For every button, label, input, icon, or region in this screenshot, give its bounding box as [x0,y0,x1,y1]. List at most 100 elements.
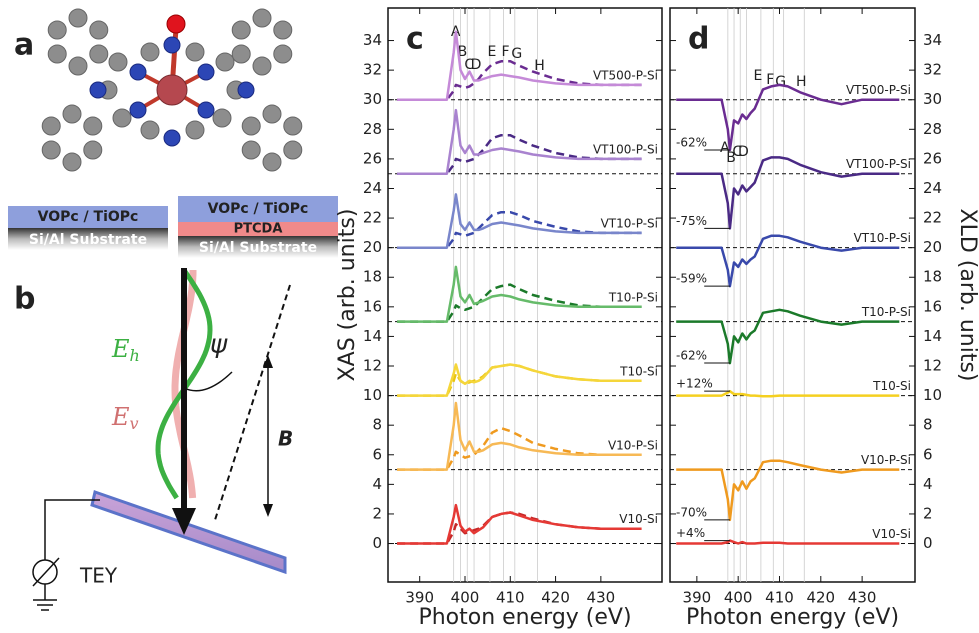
atom [163,36,181,54]
series-label: T10-P-Si [608,290,658,304]
atom [129,63,147,81]
normal-line [214,284,291,521]
y-tick-label: 12 [923,357,942,375]
y-tick-label: 28 [363,120,382,138]
field-b-label: B [278,427,293,451]
y-tick-label: 24 [923,179,942,197]
arrow-head [263,504,273,517]
dip-label: -59% [676,272,707,286]
arrow-head [263,355,273,368]
layer-label: Si/Al Substrate [199,240,317,256]
curve [397,265,642,323]
atom [283,140,303,160]
x-tick-label: 400 [451,589,480,607]
dip-label: -62% [676,349,707,363]
feature-label: G [511,46,522,62]
y-tick-label: 24 [363,179,382,197]
atom [89,81,107,99]
curve [676,459,900,522]
curve [676,389,900,398]
feature-label: D [738,144,749,160]
series-label: VT10-P-Si [601,216,658,230]
oxygen-atom [166,14,186,34]
field-label: Ev [111,403,139,433]
y-tick-label: 30 [923,90,942,108]
series-label: V10-Si [872,527,911,541]
panel-label: b [14,282,35,317]
angle-label: ψ [210,330,228,360]
layer-label: VOPc / TiOPc [208,201,309,217]
subscript: h [130,346,140,365]
layer-label: VOPc / TiOPc [38,209,139,225]
detector-label: TEY [79,564,118,588]
metal-atom [156,74,188,106]
panel-label: a [14,28,34,63]
y-tick-label: 16 [363,297,382,315]
circuit [33,499,100,611]
atom [112,108,132,128]
plot-frame [387,7,663,583]
layer [178,222,338,236]
atom [47,20,67,40]
atom [197,63,215,81]
curve [397,30,642,101]
atom [140,120,160,140]
x-tick-label: 400 [724,589,753,607]
dip-label: -75% [676,214,707,228]
atom [41,116,61,136]
atom [215,52,235,72]
layer [178,196,338,222]
x-tick-label: 410 [496,589,525,607]
atom [41,140,61,160]
atom [83,140,103,160]
layer [8,206,168,228]
series-label: V10-P-Si [861,453,911,467]
y-tick-label: 18 [923,268,942,286]
y-tick-label: 26 [363,149,382,167]
dashed-curve [397,210,642,249]
dip-label: -62% [676,136,707,150]
y-tick-label: 28 [923,120,942,138]
series-label: VT500-P-Si [846,83,911,97]
atom [252,8,272,28]
panel-label: c [406,22,424,57]
dashed-curve [397,283,642,323]
plot-frame [669,7,916,583]
atom [283,116,303,136]
series-label: VT10-P-Si [854,231,911,245]
y-tick-label: 10 [363,386,382,404]
atom [68,56,88,76]
y-tick-label: 14 [363,327,382,345]
dashed-curve [397,426,642,471]
molecule [41,8,303,172]
angle-arc [183,371,233,392]
atom [108,52,128,72]
x-tick-label: 430 [848,589,877,607]
y-axis-title: XLD (arb. units) [955,209,979,382]
x-tick-label: 420 [806,589,835,607]
feature-label: C [732,144,742,160]
y-tick-label: 20 [923,238,942,256]
y-tick-label: 32 [363,61,382,79]
atom [68,8,88,28]
symbol: E [111,335,130,363]
series-label: T10-P-Si [861,305,911,319]
atom [129,101,147,119]
y-tick-label: 4 [923,475,933,493]
series-label: T10-Si [872,379,911,393]
y-tick-label: 4 [372,475,382,493]
atom [241,140,261,160]
x-tick-label: 390 [405,589,434,607]
y-tick-label: 18 [363,268,382,286]
y-tick-label: 20 [363,238,382,256]
substrate [178,236,338,258]
atom [252,56,272,76]
atom [47,44,67,64]
y-tick-label: 34 [923,31,942,49]
atom [140,42,160,62]
field-label: Eh [111,335,140,365]
y-axis-title: XAS (arb. units) [335,209,360,382]
y-tick-label: 12 [363,357,382,375]
feature-label: E [753,68,762,84]
